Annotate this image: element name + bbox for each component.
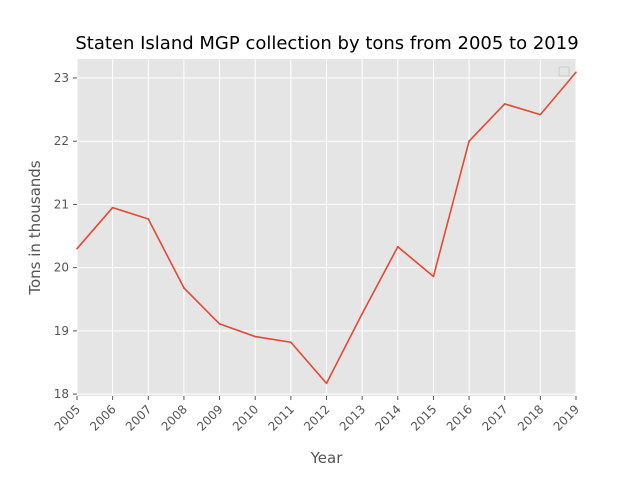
data-point xyxy=(218,323,221,325)
x-tick-label: 2017 xyxy=(479,402,510,433)
data-point xyxy=(468,140,470,142)
data-point xyxy=(290,341,292,344)
x-tick-label: 2009 xyxy=(194,402,225,433)
grid-lines xyxy=(76,59,577,396)
data-point xyxy=(432,275,435,278)
data-point xyxy=(361,313,363,315)
data-point xyxy=(575,71,577,74)
x-tick-label: 2014 xyxy=(372,402,403,433)
data-point xyxy=(396,245,399,248)
x-tick-label: 2018 xyxy=(515,402,546,433)
data-point xyxy=(254,335,257,338)
y-tick-label: 18 xyxy=(54,387,69,401)
x-tick-label: 2012 xyxy=(301,402,332,433)
data-point xyxy=(76,247,78,250)
data-point xyxy=(325,382,328,385)
legend xyxy=(558,66,570,77)
data-point xyxy=(183,287,185,289)
x-tick-label: 2013 xyxy=(337,402,368,433)
data-point xyxy=(503,103,506,105)
y-tick-label: 21 xyxy=(54,197,69,211)
x-tick-label: 2016 xyxy=(444,402,475,433)
x-tick-label: 2011 xyxy=(265,402,296,433)
y-tick-label: 23 xyxy=(54,71,69,85)
y-tick-label: 19 xyxy=(54,324,69,338)
x-tick-label: 2010 xyxy=(230,402,261,433)
data-point xyxy=(111,206,114,209)
y-tick-label: 20 xyxy=(54,261,69,275)
x-tick-label: 2019 xyxy=(551,402,582,433)
x-axis-label: Year xyxy=(310,449,344,467)
x-tick-label: 2007 xyxy=(123,402,154,433)
data-point xyxy=(147,218,150,220)
x-tick-label: 2005 xyxy=(52,402,83,433)
series-layer xyxy=(76,71,577,385)
y-axis-label: Tons in thousands xyxy=(26,160,44,295)
x-tick-label: 2006 xyxy=(87,402,118,433)
y-tick-label: 22 xyxy=(54,134,69,148)
chart-title: Staten Island MGP collection by tons fro… xyxy=(75,33,578,54)
data-point xyxy=(539,113,542,116)
x-tick-label: 2008 xyxy=(159,402,190,433)
x-tick-label: 2015 xyxy=(408,402,439,433)
